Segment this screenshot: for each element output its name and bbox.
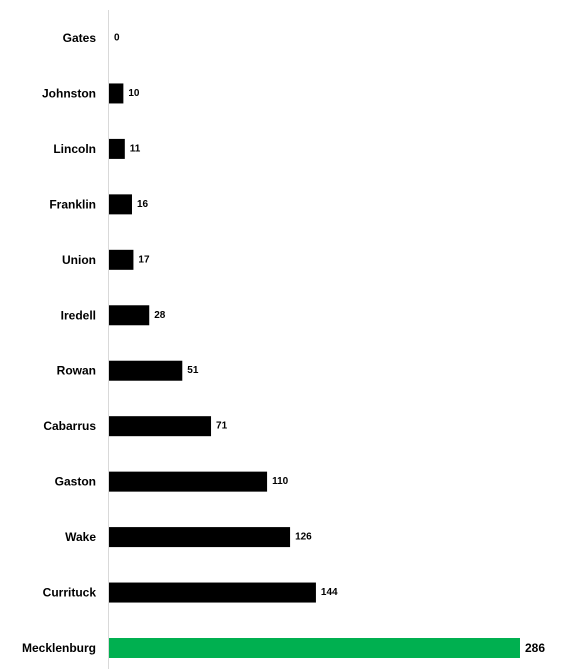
category-label-gaston: Gaston: [55, 475, 96, 489]
value-label-wake: 126: [295, 532, 312, 543]
bar-wake: [109, 527, 291, 548]
bar-franklin: [109, 194, 132, 215]
category-label-franklin: Franklin: [49, 197, 96, 211]
value-labels-group: 0 10 11 16 17 28 51 71 110 126 144 286: [114, 33, 545, 656]
category-label-cabarrus: Cabarrus: [43, 419, 96, 433]
value-label-iredell: 28: [154, 310, 166, 321]
category-label-iredell: Iredell: [61, 308, 96, 322]
bar-cabarrus: [109, 416, 212, 437]
value-label-currituck: 144: [321, 587, 338, 598]
category-label-wake: Wake: [65, 530, 96, 544]
value-label-cabarrus: 71: [216, 421, 228, 432]
value-label-lincoln: 11: [130, 143, 141, 154]
category-label-johnston: Johnston: [42, 86, 96, 100]
bar-union: [109, 249, 134, 270]
value-label-johnston: 10: [128, 88, 140, 99]
category-label-rowan: Rowan: [57, 364, 96, 378]
category-labels-group: Gates Johnston Lincoln Franklin Union Iredell…: [22, 31, 96, 655]
bar-rowan: [109, 360, 183, 381]
value-label-gaston: 110: [272, 476, 289, 487]
bar-currituck: [109, 582, 316, 603]
bar-johnston: [109, 83, 124, 104]
category-label-gates: Gates: [63, 31, 97, 45]
category-label-mecklenburg: Mecklenburg: [22, 641, 96, 655]
value-label-rowan: 51: [187, 365, 199, 376]
value-label-mecklenburg: 286: [525, 641, 545, 655]
category-label-union: Union: [62, 253, 96, 267]
bars-group: [109, 83, 520, 658]
value-label-union: 17: [138, 254, 150, 265]
bar-iredell: [109, 305, 150, 326]
bar-mecklenburg: [109, 638, 520, 658]
value-label-gates: 0: [114, 33, 120, 44]
category-label-lincoln: Lincoln: [53, 142, 96, 156]
value-label-franklin: 16: [137, 199, 149, 210]
category-label-currituck: Currituck: [43, 586, 97, 600]
bar-gaston: [109, 471, 268, 492]
bar-lincoln: [109, 138, 125, 159]
